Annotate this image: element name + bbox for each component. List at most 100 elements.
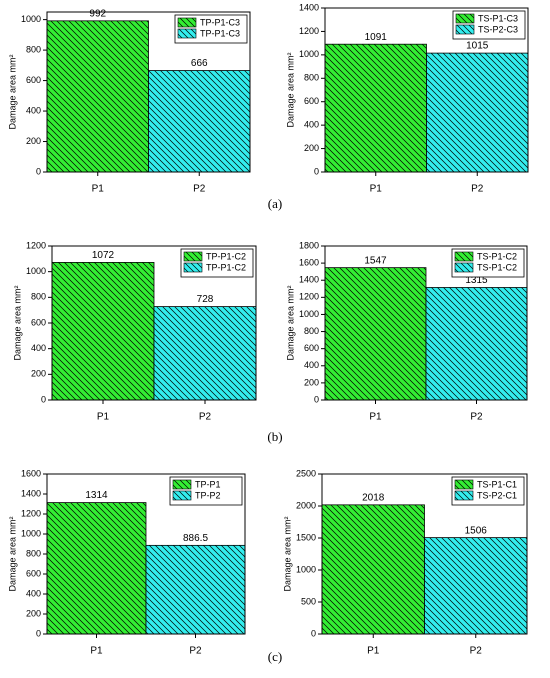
y-tick-label: 1200 [299, 292, 319, 302]
legend-label: TS-P2-C1 [477, 490, 517, 500]
y-tick-label: 0 [36, 166, 41, 176]
y-axis-label: Damage area mm² [285, 52, 295, 127]
y-axis-label: Damage area mm² [7, 516, 17, 591]
y-tick-label: 1800 [299, 240, 319, 250]
y-tick-label: 600 [26, 75, 41, 85]
y-tick-label: 400 [31, 343, 46, 353]
legend-swatch [454, 479, 474, 490]
y-tick-label: 1000 [21, 528, 41, 538]
legend-label: TP-P1-C3 [200, 17, 240, 27]
x-tick-label: P2 [193, 184, 206, 195]
x-tick-label: P1 [97, 412, 110, 423]
y-tick-label: 1000 [21, 14, 41, 24]
legend-label: TP-P2 [195, 490, 221, 500]
legend-swatch [172, 479, 192, 490]
value-label: 1015 [466, 41, 489, 52]
bar [46, 20, 149, 173]
legend-swatch [455, 24, 475, 35]
bar [148, 70, 251, 173]
legend-label: TS-P1-C1 [477, 479, 517, 489]
y-tick-label: 800 [304, 326, 319, 336]
legend-swatch [454, 262, 474, 273]
plot-frame [324, 245, 528, 401]
y-axis-label: Damage area mm² [7, 54, 17, 129]
legend-swatch [177, 28, 197, 39]
y-tick-label: 0 [314, 394, 319, 404]
bar [425, 287, 528, 401]
legend-label: TP-P1-C3 [200, 28, 240, 38]
value-label: 992 [89, 8, 106, 19]
y-tick-label: 200 [304, 143, 319, 153]
bar [153, 306, 257, 401]
value-label: 1072 [92, 250, 115, 261]
x-tick-label: P2 [471, 184, 484, 195]
y-tick-label: 200 [31, 369, 46, 379]
panel-label: (c) [268, 649, 282, 664]
y-tick-label: 1000 [296, 564, 316, 574]
legend-label: TP-P1 [195, 479, 221, 489]
panel-label: (b) [267, 429, 282, 444]
legend-swatch [183, 262, 203, 273]
x-tick-label: P1 [369, 412, 382, 423]
legend-label: TP-P1-C2 [206, 262, 246, 272]
x-tick-label: P2 [199, 412, 212, 423]
legend-swatch [454, 251, 474, 262]
value-label: 728 [197, 294, 214, 305]
y-axis-label: Damage area mm² [285, 285, 295, 360]
y-tick-label: 0 [311, 628, 316, 638]
bar [321, 504, 425, 635]
y-tick-label: 400 [304, 360, 319, 370]
plot-frame [324, 7, 529, 173]
x-tick-label: P2 [470, 646, 483, 657]
bar [51, 262, 155, 401]
value-label: 1314 [85, 490, 108, 501]
y-tick-label: 200 [26, 136, 41, 146]
legend-swatch [455, 13, 475, 24]
y-tick-label: 800 [304, 73, 319, 83]
bar [324, 267, 427, 401]
y-axis-label: Damage area mm² [282, 516, 292, 591]
bar [324, 43, 427, 173]
y-tick-label: 1600 [21, 468, 41, 478]
y-tick-label: 1200 [26, 240, 46, 250]
y-tick-label: 1000 [26, 266, 46, 276]
legend-label: TS-P1-C2 [477, 251, 517, 261]
y-tick-label: 800 [26, 44, 41, 54]
legend-label: TS-P1-C3 [478, 13, 518, 23]
bar [46, 502, 147, 635]
plot-frame [46, 11, 251, 173]
bar [424, 537, 528, 635]
legend-label: TS-P1-C2 [477, 262, 517, 272]
value-label: 1547 [364, 255, 387, 266]
y-tick-label: 1000 [299, 49, 319, 59]
y-tick-label: 600 [304, 96, 319, 106]
y-tick-label: 200 [26, 608, 41, 618]
y-tick-label: 1200 [299, 26, 319, 36]
x-tick-label: P1 [92, 184, 105, 195]
value-label: 1091 [365, 32, 388, 43]
y-tick-label: 0 [41, 394, 46, 404]
legend-swatch [183, 251, 203, 262]
y-tick-label: 1000 [299, 309, 319, 319]
y-tick-label: 1500 [296, 532, 316, 542]
bar [426, 52, 529, 173]
y-tick-label: 800 [31, 292, 46, 302]
y-tick-label: 400 [304, 120, 319, 130]
legend-label: TP-P1-C2 [206, 251, 246, 261]
y-tick-label: 200 [304, 377, 319, 387]
y-tick-label: 2500 [296, 468, 316, 478]
value-label: 666 [191, 58, 208, 69]
bar [145, 544, 246, 635]
legend-swatch [454, 490, 474, 501]
y-tick-label: 400 [26, 105, 41, 115]
x-tick-label: P2 [189, 646, 202, 657]
y-tick-label: 0 [36, 628, 41, 638]
y-tick-label: 0 [314, 166, 319, 176]
legend-label: TS-P2-C3 [478, 24, 518, 34]
y-tick-label: 1400 [299, 275, 319, 285]
value-label: 886.5 [183, 533, 208, 544]
legend-swatch [172, 490, 192, 501]
x-tick-label: P1 [367, 646, 380, 657]
y-tick-label: 1600 [299, 257, 319, 267]
